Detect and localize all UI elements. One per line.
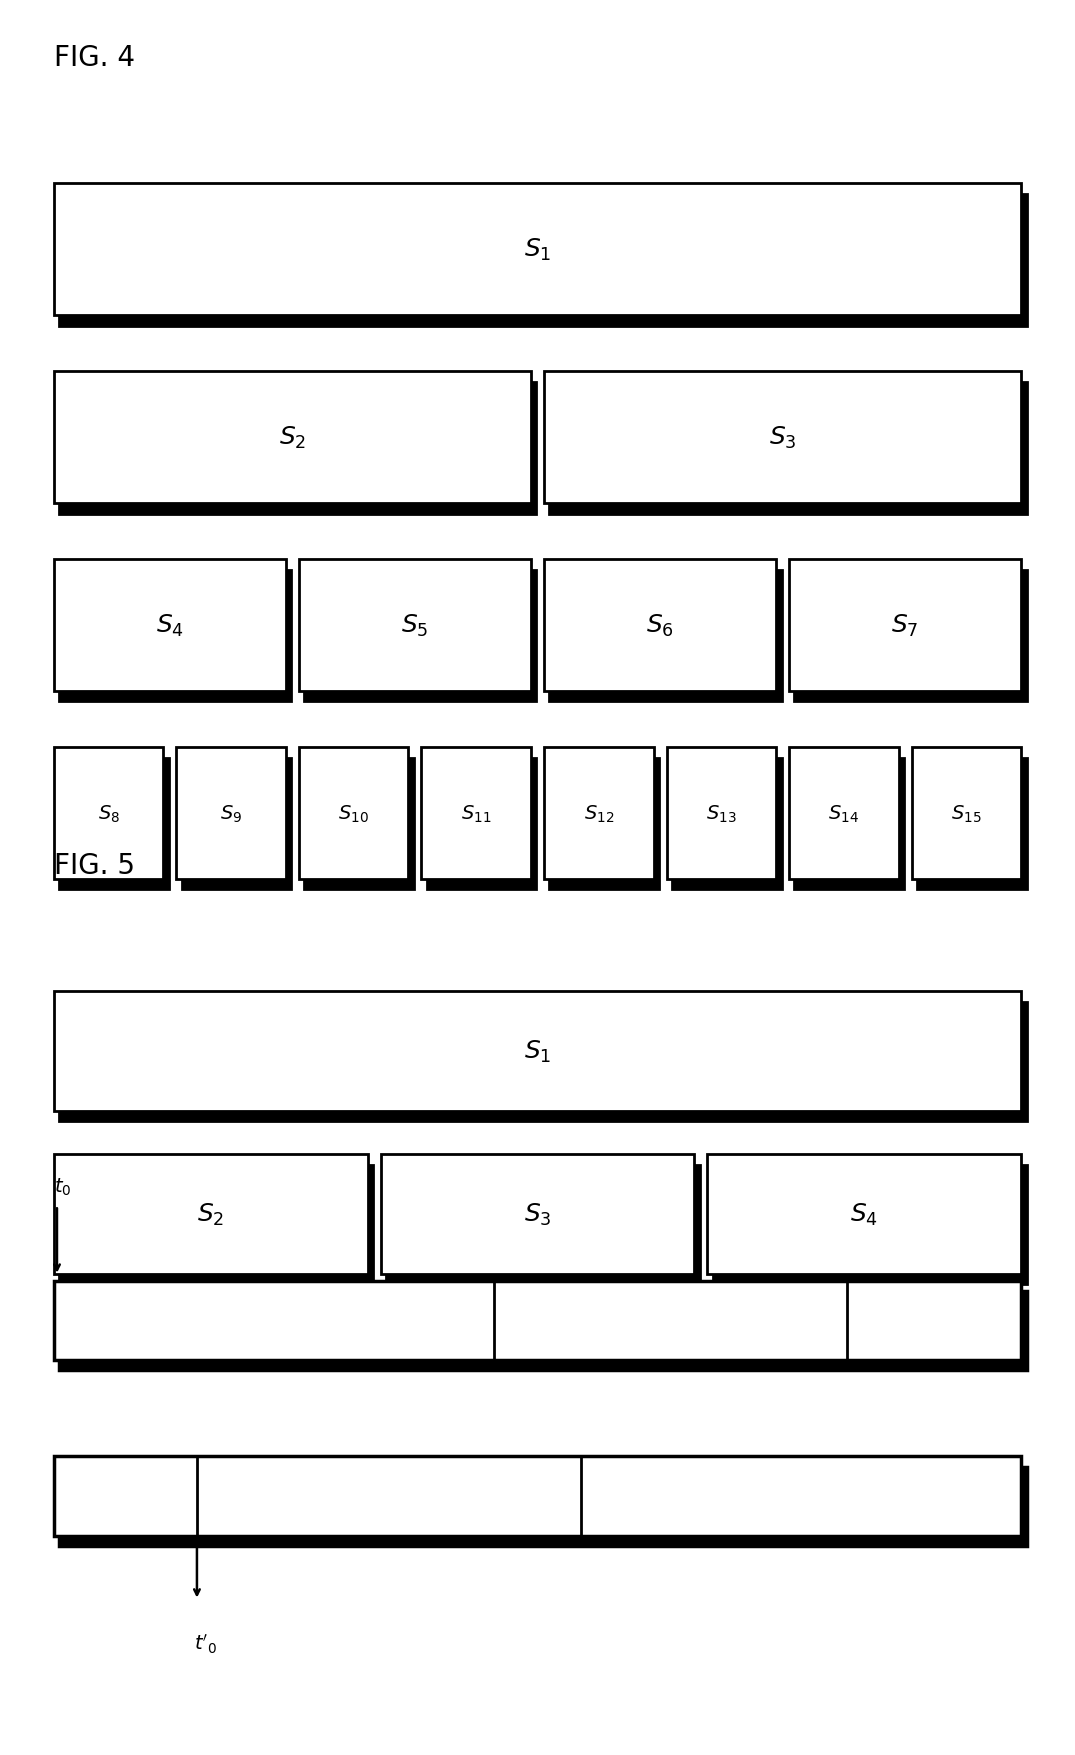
- Bar: [789, 560, 1021, 691]
- Bar: [794, 758, 904, 890]
- Bar: [59, 1165, 373, 1285]
- Text: FIG. 5: FIG. 5: [54, 851, 134, 879]
- Bar: [59, 758, 169, 890]
- Text: $S_{2}$: $S_{2}$: [278, 425, 306, 451]
- Bar: [549, 570, 782, 702]
- Text: $S_{6}$: $S_{6}$: [646, 612, 674, 639]
- Bar: [59, 1002, 1027, 1121]
- Bar: [59, 195, 1027, 326]
- Bar: [182, 758, 291, 890]
- Bar: [54, 1457, 1021, 1536]
- Text: $S_{2}$: $S_{2}$: [197, 1202, 225, 1227]
- Bar: [54, 1155, 368, 1274]
- Bar: [299, 748, 408, 879]
- Bar: [912, 748, 1021, 879]
- Bar: [54, 372, 531, 504]
- Bar: [544, 560, 776, 691]
- Text: $S_{11}$: $S_{11}$: [461, 802, 491, 825]
- Bar: [713, 1165, 1027, 1285]
- Text: $S_{4}$: $S_{4}$: [850, 1202, 878, 1227]
- Bar: [54, 992, 1021, 1111]
- Text: $S_{5}$: $S_{5}$: [401, 612, 429, 639]
- Bar: [421, 748, 531, 879]
- Text: $t'_0$: $t'_0$: [194, 1632, 217, 1655]
- Bar: [54, 1281, 1021, 1360]
- Bar: [544, 372, 1021, 504]
- Bar: [427, 758, 536, 890]
- Text: $S_{14}$: $S_{14}$: [829, 802, 859, 825]
- Text: $t_0$: $t_0$: [54, 1176, 71, 1197]
- Bar: [544, 748, 654, 879]
- Bar: [299, 560, 531, 691]
- Text: $S_{13}$: $S_{13}$: [706, 802, 736, 825]
- Text: $S_{7}$: $S_{7}$: [891, 612, 919, 639]
- Bar: [54, 184, 1021, 316]
- Bar: [176, 748, 286, 879]
- Text: $S_{15}$: $S_{15}$: [951, 802, 981, 825]
- Text: $S_{4}$: $S_{4}$: [156, 612, 184, 639]
- Bar: [789, 748, 899, 879]
- Text: $S_{10}$: $S_{10}$: [339, 802, 369, 825]
- Text: FIG. 4: FIG. 4: [54, 44, 134, 72]
- Text: $S_{1}$: $S_{1}$: [524, 1039, 551, 1064]
- Text: $S_{8}$: $S_{8}$: [98, 802, 119, 825]
- Bar: [59, 1467, 1027, 1546]
- Bar: [917, 758, 1027, 890]
- Bar: [549, 383, 1027, 514]
- Bar: [707, 1155, 1021, 1274]
- Bar: [672, 758, 782, 890]
- Bar: [666, 748, 776, 879]
- Bar: [794, 570, 1027, 702]
- Bar: [386, 1165, 700, 1285]
- Bar: [59, 1292, 1027, 1371]
- Text: $S_{12}$: $S_{12}$: [584, 802, 614, 825]
- Bar: [304, 758, 414, 890]
- Bar: [381, 1155, 694, 1274]
- Bar: [54, 560, 286, 691]
- Text: $S_{3}$: $S_{3}$: [769, 425, 797, 451]
- Bar: [59, 383, 536, 514]
- Bar: [304, 570, 536, 702]
- Bar: [549, 758, 659, 890]
- Bar: [59, 570, 291, 702]
- Bar: [54, 748, 163, 879]
- Text: $S_{3}$: $S_{3}$: [524, 1202, 551, 1227]
- Text: $S_{1}$: $S_{1}$: [524, 237, 551, 263]
- Text: $S_{9}$: $S_{9}$: [220, 802, 242, 825]
